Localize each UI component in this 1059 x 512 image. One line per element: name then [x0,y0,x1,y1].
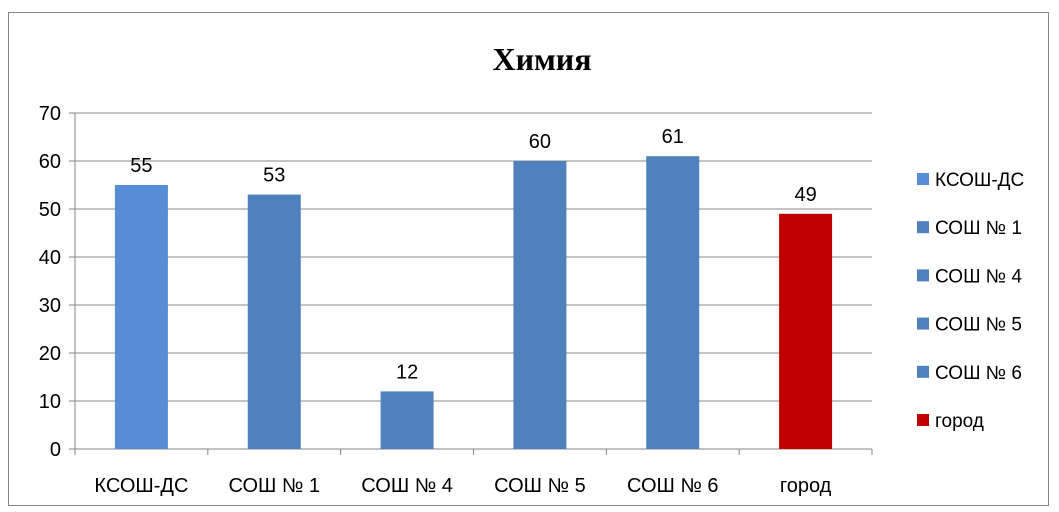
y-tick-label: 50 [39,199,61,221]
x-tick-label: СОШ № 4 [361,475,453,497]
y-tick-label: 40 [39,247,61,269]
y-tick-label: 10 [39,391,61,413]
legend-entry: КСОШ-ДС [935,170,1024,191]
y-axis-ticks: 0 10 20 30 40 50 60 70 [39,103,61,461]
data-label: 60 [529,131,551,153]
legend-swatch [917,221,929,234]
legend-entry: СОШ № 6 [935,363,1022,384]
y-tick-label: 60 [39,151,61,173]
legend-swatch [917,365,929,378]
legend: КСОШ-ДС СОШ № 1 СОШ № 4 СОШ № 5 СОШ № 6 город [917,170,1024,432]
x-tick-label: КСОШ-ДС [94,475,188,497]
legend-entry: СОШ № 5 [935,315,1022,336]
data-label: 61 [662,126,684,148]
x-tick-label: город [780,475,832,497]
legend-entry: СОШ № 4 [935,266,1022,287]
bar [513,161,567,449]
x-axis-ticks: КСОШ-ДС СОШ № 1 СОШ № 4 СОШ № 5 СОШ № 6 город [94,475,831,497]
x-tick-label: СОШ № 6 [627,475,719,497]
data-labels: 55 53 12 60 61 49 [130,126,816,383]
legend-entry: СОШ № 1 [935,218,1022,239]
x-tick-label: СОШ № 5 [494,475,586,497]
data-label: 12 [396,361,418,383]
data-label: 53 [263,165,285,187]
chart-title: Химия [492,41,591,77]
y-tick-label: 0 [50,439,61,461]
x-tick-label: СОШ № 1 [228,475,320,497]
gridlines [69,112,873,455]
legend-swatch [917,173,929,185]
bar [114,185,168,449]
bar [646,156,700,449]
bars [114,156,833,449]
data-label: 55 [130,155,152,177]
bar [380,391,434,449]
bar [247,194,301,449]
y-tick-label: 30 [39,295,61,317]
y-tick-label: 20 [39,343,61,365]
y-tick-label: 70 [39,103,61,125]
legend-swatch [917,269,929,282]
legend-entry: город [935,411,984,432]
data-label: 49 [794,184,816,206]
legend-swatch [917,317,929,330]
legend-swatch [917,414,929,426]
bar [779,213,833,449]
